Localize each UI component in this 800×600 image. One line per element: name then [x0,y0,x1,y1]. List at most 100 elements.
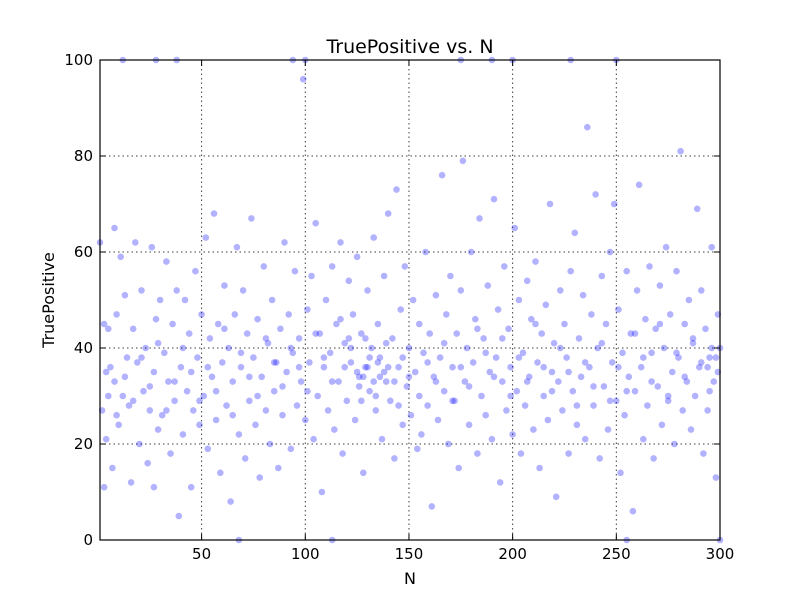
data-point [503,407,510,414]
data-point [268,296,276,304]
data-point [202,234,210,241]
data-point [331,426,338,433]
y-tick-label: 100 [64,51,93,69]
data-point [341,363,349,371]
data-point [146,383,154,390]
data-point [704,407,711,414]
data-point [581,435,589,443]
data-point [387,397,394,405]
data-points [96,56,724,544]
data-point [532,258,539,265]
data-point [399,354,407,361]
data-point [710,378,718,385]
data-point [702,325,709,333]
data-point [623,387,630,395]
data-point [395,363,402,371]
data-point [685,296,693,304]
data-point [461,378,469,385]
data-point [163,407,170,414]
data-point [150,483,158,491]
data-point [299,75,307,83]
data-point [175,512,183,520]
x-tick-label: 300 [706,545,735,563]
data-point [675,354,682,361]
data-point [540,363,547,371]
data-point [432,291,440,299]
data-point [447,272,454,280]
data-point [474,325,481,333]
data-point [283,368,290,376]
data-point [229,411,236,419]
data-point [457,363,465,371]
data-point [277,325,284,333]
data-point [555,378,562,385]
data-point [523,277,531,285]
data-point [627,330,635,337]
data-point [353,253,361,261]
data-point [113,311,120,318]
data-point [100,483,108,491]
data-point [517,450,525,457]
y-tick-label: 40 [74,339,93,357]
data-point [615,306,622,313]
data-point [237,349,245,357]
data-point [187,483,195,491]
data-point [382,339,390,347]
data-point [333,320,340,328]
data-point [646,263,653,270]
data-point [405,344,413,352]
data-point [602,320,610,328]
data-point [428,503,436,510]
data-point [285,311,293,318]
data-point [673,349,680,357]
data-point [314,392,322,400]
data-point [223,402,230,409]
data-point [438,171,446,179]
data-point [372,407,380,414]
data-point [171,397,178,405]
data-point [107,363,114,371]
data-point [378,435,386,443]
data-point [482,349,490,357]
data-point [125,402,133,409]
data-point [476,215,483,222]
data-point [163,258,170,265]
data-point [409,296,417,304]
data-point [598,339,606,347]
data-point [179,431,187,438]
data-point [565,450,572,457]
data-point [436,354,444,361]
data-point [148,243,156,251]
data-point [407,411,415,419]
data-point [449,397,456,405]
data-point [370,234,378,241]
data-point [293,402,301,409]
data-point [366,387,373,395]
data-point [312,219,320,227]
data-point [640,435,647,443]
data-point [486,368,494,376]
data-point [604,426,612,433]
data-point [542,301,550,309]
data-point [150,368,158,376]
data-point [683,378,691,385]
data-point [598,272,606,280]
data-point [229,378,236,385]
data-point [418,431,425,438]
data-point [644,402,651,409]
data-point [393,186,400,193]
data-point [540,392,547,400]
data-point [328,263,336,270]
x-tick-label: 250 [602,545,631,563]
data-point [105,325,112,333]
data-point [258,373,266,381]
data-point [339,450,346,457]
data-point [204,445,212,453]
data-point [241,455,249,462]
data-point [353,368,361,376]
data-point [343,397,351,405]
data-point [372,392,380,400]
data-point [664,392,672,400]
data-point [138,287,145,294]
data-point [573,421,581,429]
